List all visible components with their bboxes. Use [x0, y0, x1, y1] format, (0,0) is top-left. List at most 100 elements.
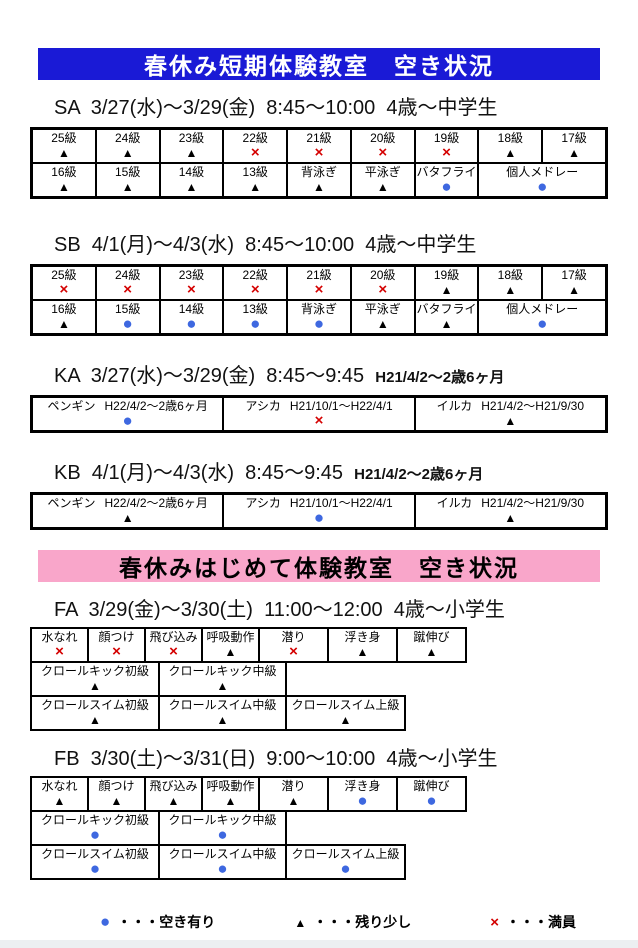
section-schedule: SB 4/1(月)～4/3(水) 8:45～10:00: [54, 234, 366, 256]
status-icon: [287, 862, 404, 876]
availability-cell: クロールスイム上級: [285, 695, 406, 731]
course-name: イルカ: [436, 496, 473, 510]
availability-cell: 飛び込み: [144, 776, 203, 812]
status-icon: [160, 679, 285, 693]
availability-cell: クロールキック初級: [30, 810, 160, 846]
legend-label: ・・・空き有り: [117, 914, 216, 930]
status-icon: [224, 511, 413, 525]
few-left-triangle-icon: [294, 914, 306, 931]
banner-short-term-title: 春休み短期体験教室 空き状況: [38, 48, 600, 80]
section-age: 4歳～中学生: [386, 97, 498, 119]
cell-label: アシカ H21/10/1～H22/4/1: [224, 496, 413, 511]
availability-cell: 水なれ: [30, 776, 89, 812]
availability-cell: 20級: [350, 129, 415, 163]
availability-cell: クロールスイム上級: [285, 844, 406, 880]
status-icon: [352, 283, 414, 297]
status-icon: [398, 645, 465, 659]
status-icon: [33, 317, 95, 331]
section-schedule: KA 3/27(水)～3/29(金) 8:45～9:45: [54, 365, 376, 387]
course-name: アシカ: [245, 496, 281, 510]
status-icon: [224, 180, 286, 194]
availability-cell: 15級: [95, 300, 160, 334]
status-icon: [33, 414, 222, 428]
section-title-fb: FB 3/30(土)～3/31(日) 9:00～10:00 4歳～小学生: [54, 747, 638, 771]
cell-label: 蹴伸び: [413, 779, 450, 793]
availability-cell: 21級: [287, 266, 351, 300]
cell-label: 17級: [561, 268, 587, 282]
cell-label: 15級: [114, 165, 141, 179]
cell-label: 飛び込み: [149, 779, 198, 793]
table-row: 水なれ 顔つけ 飛び込み 呼吸動作 潜り 浮き身 蹴伸び: [30, 627, 638, 663]
status-icon: [288, 180, 350, 194]
cell-label: 16級: [51, 165, 77, 179]
status-icon: [352, 146, 414, 160]
cell-label: アシカ H21/10/1～H22/4/1: [224, 399, 413, 414]
status-icon: [146, 794, 201, 808]
sb-availability-table: 25級 24級 23級 22級 21級 20級 19級 18級 17級 16級 …: [30, 264, 608, 336]
cell-label: 18級: [497, 131, 523, 145]
availability-cell: 14級: [159, 300, 224, 334]
status-icon: [33, 511, 222, 525]
status-icon: [97, 146, 159, 160]
section-schedule: FA 3/29(金)～3/30(土) 11:00～12:00: [54, 599, 394, 621]
available-circle-icon: [100, 914, 110, 930]
legend-label: ・・・残り少し: [313, 914, 412, 930]
availability-cell: クロールキック初級: [30, 661, 160, 697]
availability-cell: 22級: [223, 129, 288, 163]
cell-label: 個人メドレー: [506, 165, 579, 179]
course-age-range: H21/4/2～H21/9/30: [481, 496, 584, 510]
cell-label: 21級: [306, 131, 332, 145]
availability-cell: 個人メドレー: [478, 163, 606, 197]
status-icon: [161, 180, 223, 194]
cell-label: イルカ H21/4/2～H21/9/30: [416, 399, 605, 414]
availability-cell: アシカ H21/10/1～H22/4/1: [223, 397, 415, 431]
fa-availability-table: 水なれ 顔つけ 飛び込み 呼吸動作 潜り 浮き身 蹴伸び クロールキック初級 ク…: [0, 627, 638, 731]
status-icon: [224, 317, 286, 331]
availability-cell: 潜り: [258, 627, 329, 663]
course-name: イルカ: [436, 399, 473, 413]
cell-label: 18級: [497, 268, 523, 282]
cell-label: クロールキック中級: [168, 664, 277, 678]
cell-label: 19級: [433, 131, 460, 145]
status-icon: [32, 828, 158, 842]
cell-label: 21級: [306, 268, 332, 282]
status-icon: [479, 283, 541, 297]
status-icon: [329, 645, 396, 659]
section-title-ka: KA 3/27(水)～3/29(金) 8:45～9:45 H21/4/2～2歳6…: [54, 364, 638, 390]
cell-label: クロールキック中級: [168, 813, 277, 827]
status-icon: [352, 180, 414, 194]
availability-cell: バタフライ: [414, 163, 479, 197]
availability-cell: 13級: [223, 300, 288, 334]
cell-label: 25級: [51, 268, 77, 282]
availability-cell: 23級: [159, 266, 224, 300]
availability-cell: イルカ H21/4/2～H21/9/30: [414, 397, 606, 431]
availability-cell: 背泳ぎ: [287, 300, 351, 334]
status-icon: [32, 713, 158, 727]
status-icon: [32, 679, 158, 693]
cell-label: 15級: [114, 302, 141, 316]
status-icon: [416, 511, 605, 525]
availability-cell: 22級: [223, 266, 288, 300]
status-icon: [416, 414, 605, 428]
status-icon: [161, 283, 223, 297]
banner-beginner-title: 春休みはじめて体験教室 空き状況: [38, 550, 600, 582]
cell-label: ペンギン H22/4/2～2歳6ヶ月: [33, 399, 222, 414]
status-icon: [416, 146, 478, 160]
availability-cell: 19級: [414, 266, 479, 300]
status-icon: [352, 317, 414, 331]
legend-item-full: ・・・満員: [490, 912, 576, 932]
status-icon: [203, 794, 258, 808]
cell-label: ペンギン H22/4/2～2歳6ヶ月: [33, 496, 222, 511]
cell-label: 顔つけ: [98, 630, 135, 644]
table-row: クロールキック初級 クロールキック中級: [30, 661, 638, 697]
cell-label: 22級: [242, 131, 268, 145]
status-icon: [160, 828, 285, 842]
cell-label: 17級: [561, 131, 587, 145]
status-icon: [32, 794, 87, 808]
availability-cell: 25級: [32, 266, 96, 300]
course-age-range: H21/10/1～H22/4/1: [289, 399, 393, 413]
section-age: 4歳～中学生: [365, 234, 477, 256]
ka-availability-table: ペンギン H22/4/2～2歳6ヶ月 アシカ H21/10/1～H22/4/1 イル…: [30, 395, 608, 433]
availability-cell: 24級: [95, 266, 160, 300]
status-icon: [89, 645, 144, 659]
